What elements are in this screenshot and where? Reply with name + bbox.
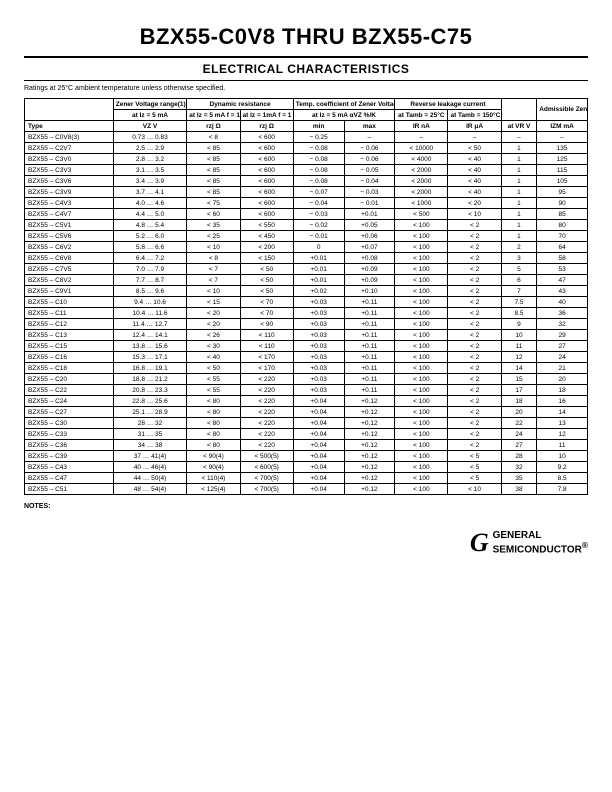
table-row: BZX55 – C109.4 … 10.6< 15< 70+0.03+0.11<… [25,297,588,308]
table-row: BZX55 – C3V02.8 … 3.2< 85< 600− 0.08− 0.… [25,154,588,165]
table-row: BZX55 – C1513.8 … 15.6< 30< 110+0.03+0.1… [25,341,588,352]
table-row: BZX55 – C4V74.4 … 5.0< 60< 600− 0.03+0.0… [25,209,588,220]
section-title: ELECTRICAL CHARACTERISTICS [24,62,588,76]
table-row: BZX55 – C5V14.8 … 5.4< 35< 550− 0.02+0.0… [25,220,588,231]
table-row: BZX55 – C2422.8 … 25.6< 80< 220+0.04+0.1… [25,396,588,407]
col-type: Type [25,121,114,132]
divider [24,80,588,81]
col-max: max [344,121,395,132]
table-row: BZX55 – C1615.3 … 17.1< 40< 170+0.03+0.1… [25,352,588,363]
table-row: BZX55 – C3V33.1 … 3.5< 85< 600− 0.08− 0.… [25,165,588,176]
table-row: BZX55 – C2725.1 … 28.9< 80< 220+0.04+0.1… [25,407,588,418]
logo-g-icon: G [470,528,489,558]
table-row: BZX55 – C1211.4 … 12.7< 20< 90+0.03+0.11… [25,319,588,330]
col-rev-b: at Tamb = 150°C [448,110,501,121]
table-row: BZX55 – C5V65.2 … 6.0< 25< 450− 0.01+0.0… [25,231,588,242]
col-group-adm: Admissible Zener current(2) [537,99,588,121]
table-row: BZX55 – C2018.8 … 21.2< 55< 220+0.03+0.1… [25,374,588,385]
col-vz: VZ V [113,121,187,132]
table-row: BZX55 – C7V57.0 … 7.9< 7< 50+0.01+0.09< … [25,264,588,275]
table-row: BZX55 – C4340 … 46(4)< 90(4)< 600(5)+0.0… [25,462,588,473]
table-row: BZX55 – C3V93.7 … 4.1< 85< 600− 0.07− 0.… [25,187,588,198]
col-rzj1: rzj Ω [187,121,240,132]
table-row: BZX55 – C2220.8 … 23.3< 55< 220+0.03+0.1… [25,385,588,396]
col-ir2: IR μA [448,121,501,132]
table-row: BZX55 – C9V18.5 … 9.6< 10< 50+0.02+0.10<… [25,286,588,297]
notes-heading: NOTES: [24,503,588,510]
table-row: BZX55 – C3028 … 32< 80< 220+0.04+0.12< 1… [25,418,588,429]
table-row: BZX55 – C3634 … 38< 80< 220+0.04+0.12< 1… [25,440,588,451]
col-vr: at VR V [501,121,537,132]
table-row: BZX55 – C1110.4 … 11.6< 20< 70+0.03+0.11… [25,308,588,319]
col-zener-at: at Iz = 5 mA [113,110,187,121]
col-group-temp: Temp. coefficient of Zener Voltage [293,99,394,110]
table-row: BZX55 – C4V34.0 … 4.6< 75< 600− 0.04− 0.… [25,198,588,209]
col-min: min [293,121,344,132]
table-row: BZX55 – C0V8(3)0.73 … 0.83< 8< 600− 0.25… [25,132,588,143]
table-row: BZX55 – C3331 … 35< 80< 220+0.04+0.12< 1… [25,429,588,440]
col-temp-at: at Iz = 5 mA αVZ %/K [293,110,394,121]
col-group-zener: Zener Voltage range(1) [113,99,187,110]
col-dyn-a: at Iz = 5 mA f = 1 kHz [187,110,240,121]
table-row: BZX55 – C1312.4 … 14.1< 26< 110+0.03+0.1… [25,330,588,341]
table-row: BZX55 – C3937 … 41(4)< 90(4)< 500(5)+0.0… [25,451,588,462]
table-row: BZX55 – C6V25.8 … 6.6< 10< 2000+0.07< 10… [25,242,588,253]
table-row: BZX55 – C2V72.5 … 2.9< 85< 600− 0.08− 0.… [25,143,588,154]
divider [24,56,588,58]
brand-logo: G GENERAL SEMICONDUCTOR® [470,528,588,558]
table-row: BZX55 – C5148 … 54(4)< 125(4)< 700(5)+0.… [25,484,588,495]
table-row: BZX55 – C1816.8 … 19.1< 50< 170+0.03+0.1… [25,363,588,374]
table-row: BZX55 – C8V27.7 … 8.7< 7< 50+0.01+0.09< … [25,275,588,286]
table-row: BZX55 – C4744 … 50(4)< 110(4)< 700(5)+0.… [25,473,588,484]
col-group-rev: Reverse leakage current [395,99,502,110]
col-dyn-b: at Iz = 1mA f = 1 kHz [240,110,293,121]
col-ir1: IR nA [395,121,448,132]
col-rev-a: at Tamb = 25°C [395,110,448,121]
table-row: BZX55 – C3V63.4 … 3.9< 85< 600− 0.08− 0.… [25,176,588,187]
col-rzj2: rzj Ω [240,121,293,132]
col-izm: IZM mA [537,121,588,132]
col-group-dyn: Dynamic resistance [187,99,294,110]
ratings-note: Ratings at 25°C ambient temperature unle… [24,85,588,92]
characteristics-table: Zener Voltage range(1) Dynamic resistanc… [24,98,588,495]
page-title: BZX55-C0V8 THRU BZX55-C75 [24,24,588,50]
table-row: BZX55 – C6V86.4 … 7.2< 8< 150+0.01+0.08<… [25,253,588,264]
